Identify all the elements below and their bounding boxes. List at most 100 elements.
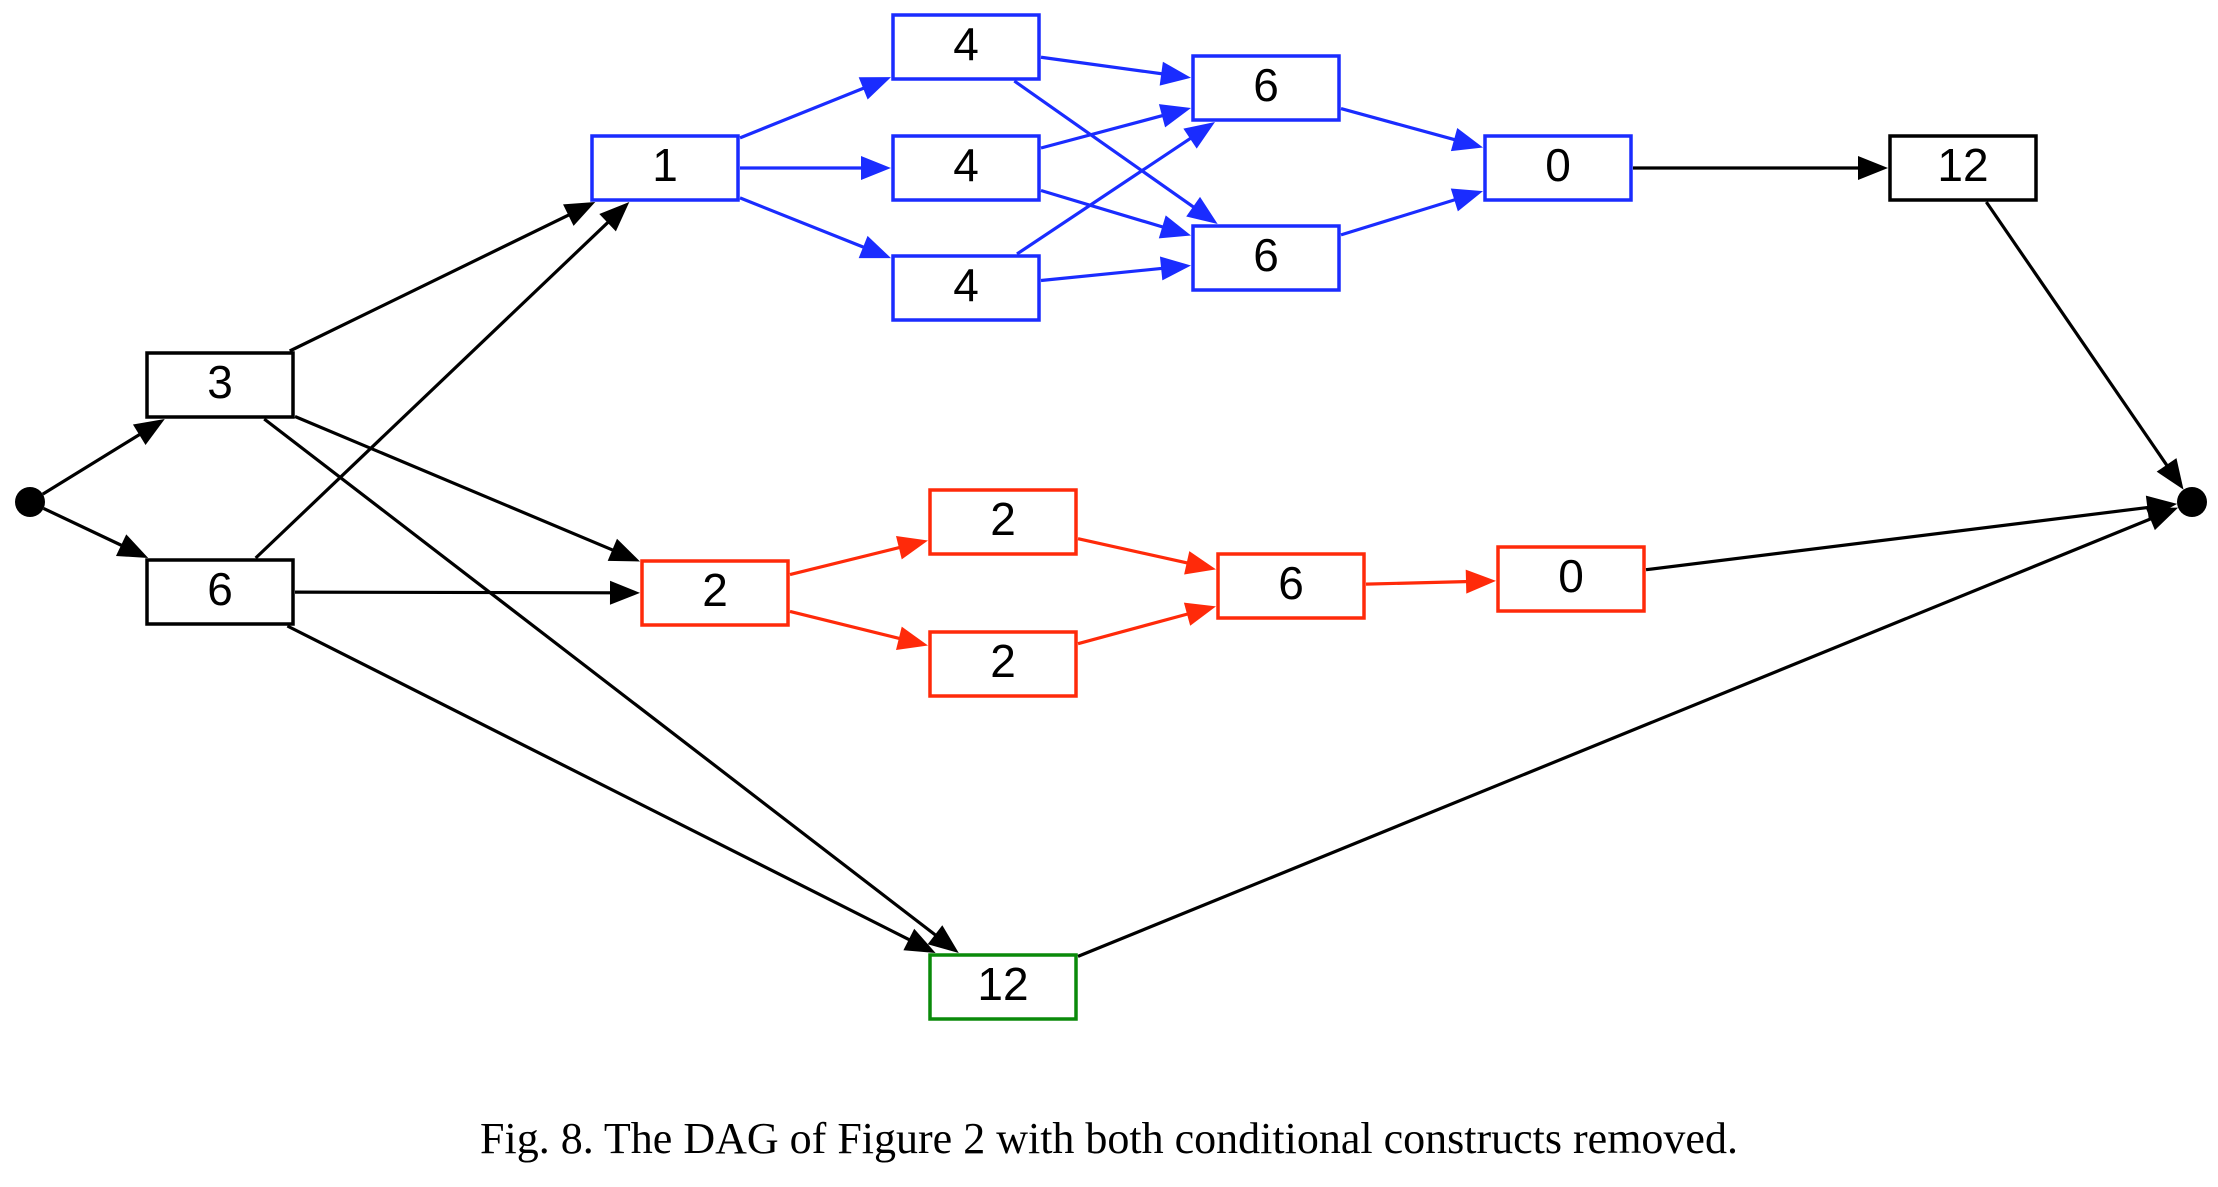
- edge-line: [1040, 266, 1166, 283]
- edge-d4c-to-e6b: [1040, 256, 1191, 283]
- node-label: 0: [1545, 139, 1571, 191]
- edge-line: [41, 431, 144, 496]
- arrowhead: [861, 156, 891, 180]
- edge-line: [286, 624, 914, 943]
- edge-d4b-to-e6a: [1040, 104, 1191, 150]
- node-box: [928, 630, 1078, 698]
- edge-src-to-a3: [41, 419, 165, 496]
- node-d4a: 4: [891, 13, 1041, 81]
- edge-line: [1040, 188, 1167, 230]
- edge-line: [739, 196, 868, 250]
- node-r2: 2: [640, 559, 790, 627]
- edge-a3-to-h12: [263, 417, 959, 953]
- edge-line: [1013, 79, 1198, 211]
- arrowhead: [563, 202, 596, 226]
- edge-e6a-to-f0: [1340, 107, 1483, 152]
- node-g12: 12: [1888, 134, 2038, 202]
- node-b6: 6: [145, 558, 295, 626]
- node-box: [891, 254, 1041, 322]
- edge-line: [1040, 55, 1166, 76]
- node-box: [1191, 224, 1341, 292]
- arrowhead: [1183, 122, 1215, 149]
- node-d4c: 4: [891, 254, 1041, 322]
- edge-a3-to-r2: [294, 415, 640, 562]
- edge-line: [263, 417, 940, 939]
- edge-line: [254, 218, 612, 560]
- node-r2b: 2: [928, 630, 1078, 698]
- edge-line: [42, 506, 126, 549]
- arrowhead: [2145, 507, 2179, 531]
- node-label: 12: [1937, 139, 1988, 191]
- node-r2a: 2: [928, 488, 1078, 556]
- arrowhead: [903, 928, 936, 953]
- arrowhead: [1184, 551, 1216, 575]
- terminal-dot: [2177, 487, 2207, 517]
- arrowhead: [609, 580, 640, 605]
- edge-d4a-to-e6b: [1013, 79, 1218, 224]
- node-box: [928, 488, 1078, 556]
- edge-line: [1077, 516, 2155, 958]
- arrowhead: [1159, 256, 1191, 281]
- node-d4b: 4: [891, 134, 1041, 202]
- node-e6a: 6: [1191, 54, 1341, 122]
- node-f0: 0: [1483, 134, 1633, 202]
- node-box: [891, 134, 1041, 202]
- node-layer: 3 6 1 4 4 4 6 6 0 12 2 2 2 6 0 12: [15, 13, 2207, 1021]
- node-label: 2: [702, 564, 728, 616]
- arrowhead: [115, 534, 149, 558]
- edge-line: [1077, 611, 1192, 646]
- edge-line: [789, 545, 904, 577]
- node-label: 4: [953, 18, 979, 70]
- sink-terminal: [2177, 487, 2207, 517]
- node-label: 4: [953, 139, 979, 191]
- edge-e6b-to-f0: [1340, 188, 1483, 237]
- edge-line: [1016, 135, 1195, 256]
- arrowhead: [858, 77, 891, 100]
- edge-line: [1365, 579, 1471, 586]
- edge-line: [294, 590, 615, 595]
- edge-r2-to-r2b: [789, 609, 928, 650]
- node-label: 6: [207, 563, 233, 615]
- edge-f0-to-g12: [1633, 156, 1888, 180]
- edge-src-to-b6: [42, 506, 149, 558]
- node-box: [1216, 552, 1366, 620]
- node-box: [1888, 134, 2038, 202]
- edge-line: [1077, 537, 1191, 566]
- edge-line: [1984, 201, 2171, 470]
- arrowhead: [1450, 188, 1483, 212]
- node-h12: 12: [928, 953, 1078, 1021]
- arrowhead: [599, 202, 630, 232]
- arrowhead: [607, 538, 640, 562]
- node-box: [891, 13, 1041, 81]
- edge-r2b-to-r6: [1077, 602, 1216, 646]
- edge-a3-to-c1: [289, 202, 596, 353]
- node-label: 6: [1253, 229, 1279, 281]
- node-box: [1191, 54, 1341, 122]
- edge-c1-to-d4c: [739, 196, 891, 259]
- edge-b6-to-h12: [286, 624, 936, 953]
- arrowhead: [1858, 156, 1888, 180]
- node-a3: 3: [145, 351, 295, 419]
- node-label: 12: [977, 958, 1028, 1010]
- edge-line: [289, 211, 573, 353]
- edge-d4a-to-e6a: [1040, 55, 1191, 86]
- node-box: [1483, 134, 1633, 202]
- node-box: [145, 351, 295, 419]
- edge-c1-to-d4a: [739, 77, 891, 140]
- arrowhead: [1158, 104, 1191, 128]
- node-label: 3: [207, 356, 233, 408]
- arrowhead: [1158, 215, 1191, 239]
- arrowhead: [895, 626, 928, 650]
- edge-r6-to-r0: [1365, 569, 1496, 594]
- edge-r0-to-sink: [1645, 495, 2178, 572]
- edge-c1-to-d4b: [740, 156, 891, 180]
- terminal-dot: [15, 487, 45, 517]
- edge-r2a-to-r6: [1077, 537, 1216, 575]
- node-label: 6: [1253, 59, 1279, 111]
- node-label: 2: [990, 493, 1016, 545]
- node-label: 4: [953, 259, 979, 311]
- edge-d4b-to-e6b: [1040, 188, 1191, 239]
- arrowhead: [1159, 61, 1191, 86]
- edge-line: [739, 85, 868, 140]
- node-r6: 6: [1216, 552, 1366, 620]
